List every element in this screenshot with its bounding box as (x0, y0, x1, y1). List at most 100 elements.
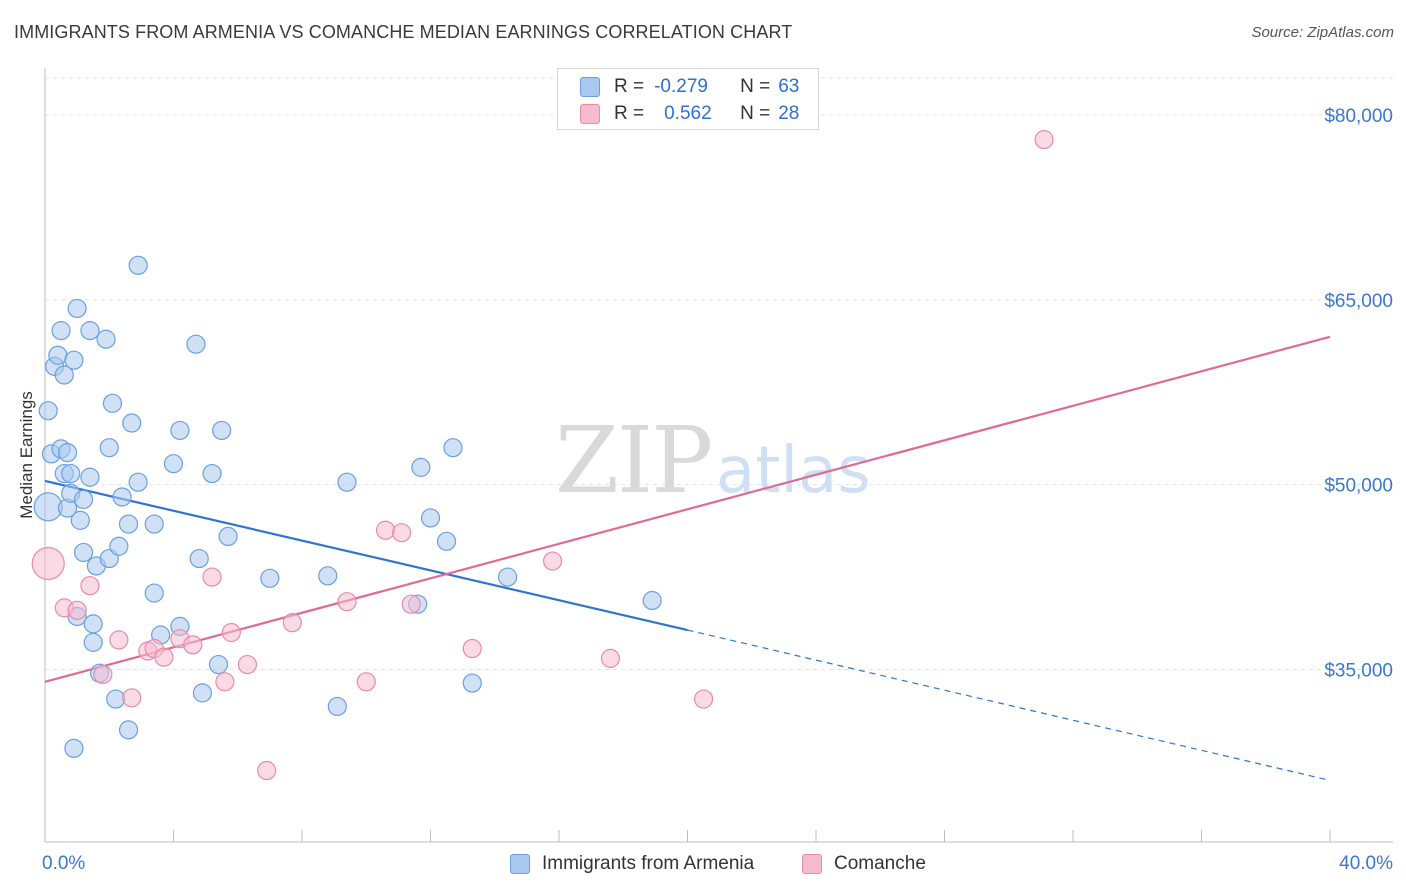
point-comanche (600, 648, 621, 668)
point-armenia (128, 472, 148, 492)
point-comanche (237, 654, 257, 675)
point-armenia (73, 542, 94, 563)
point-armenia (498, 567, 518, 587)
point-armenia (80, 321, 100, 341)
point-armenia (202, 463, 222, 484)
point-comanche (221, 622, 241, 643)
point-armenia (170, 420, 190, 441)
point-comanche (375, 520, 396, 540)
point-armenia (38, 401, 58, 421)
point-comanche (183, 635, 203, 655)
chart-title: IMMIGRANTS FROM ARMENIA VS COMANCHE MEDI… (14, 22, 793, 42)
legend-n-label: N = (740, 103, 771, 124)
bottom-legend-label-comanche: Comanche (834, 853, 926, 874)
point-armenia (83, 632, 103, 652)
point-armenia (83, 614, 103, 634)
trend-line-armenia-extension (687, 629, 1331, 781)
bottom-legend-label-armenia: Immigrants from Armenia (542, 853, 755, 874)
trend-line-armenia (44, 479, 688, 632)
tick-labels: $35,000 $50,000 $65,000 $80,000 0.0% 40.0% (42, 106, 1393, 874)
y-tick-label: $80,000 (1324, 106, 1393, 127)
watermark-zip: ZIP (555, 407, 711, 514)
legend-swatch-comanche (580, 104, 600, 124)
point-armenia (411, 457, 431, 477)
legend-r-value: 0.562 (664, 103, 712, 124)
point-armenia (218, 526, 238, 547)
point-comanche (391, 523, 412, 543)
point-comanche (337, 592, 357, 612)
point-armenia (144, 583, 164, 603)
y-tick-label: $65,000 (1324, 291, 1393, 312)
bottom-legend-armenia: Immigrants from Armenia (510, 851, 754, 877)
point-armenia (337, 472, 357, 492)
point-armenia (99, 438, 119, 458)
point-comanche (122, 688, 142, 708)
point-armenia (118, 720, 139, 740)
point-comanche (154, 647, 174, 667)
point-armenia (64, 738, 84, 758)
point-armenia (260, 568, 280, 588)
bottom-legend-comanche: Comanche (802, 851, 926, 877)
point-armenia (102, 393, 123, 413)
point-armenia (186, 334, 206, 354)
legend-row-armenia: R = -0.279 N = 63 (580, 75, 799, 99)
point-armenia (189, 548, 209, 569)
point-comanche (356, 672, 376, 692)
bottom-legend-swatch-armenia (510, 854, 530, 874)
stats-legend: R = -0.279 N = 63 R = 0.562 N = 28 (557, 68, 819, 130)
point-armenia (61, 463, 81, 484)
point-armenia (48, 345, 68, 365)
point-armenia (128, 255, 148, 275)
point-armenia (642, 590, 662, 611)
y-axis-label: Median Earnings (17, 391, 36, 519)
point-armenia (64, 350, 84, 370)
x-tick-label: 40.0% (1339, 853, 1393, 874)
trend-lines (44, 335, 1331, 781)
point-comanche (67, 600, 87, 620)
point-armenia (106, 689, 126, 709)
point-armenia (163, 454, 184, 474)
point-armenia (443, 438, 463, 458)
point-comanche (109, 630, 129, 650)
point-comanche (257, 760, 277, 781)
point-comanche (462, 638, 482, 659)
point-armenia (327, 696, 347, 717)
point-armenia (462, 673, 482, 693)
point-comanche (215, 672, 235, 692)
point-armenia (118, 514, 139, 534)
point-armenia (436, 531, 457, 551)
point-armenia (212, 420, 232, 441)
point-comanche (31, 546, 65, 581)
bottom-legend-swatch-comanche (802, 854, 822, 874)
watermark-atlas: atlas (716, 434, 871, 508)
point-comanche (693, 689, 714, 709)
legend-n-label: N = (740, 76, 771, 97)
y-tick-label: $50,000 (1324, 476, 1393, 497)
point-armenia (420, 508, 441, 528)
point-armenia (51, 321, 71, 341)
watermark: ZIP atlas (555, 407, 871, 514)
y-tick-label: $35,000 (1324, 660, 1393, 681)
point-armenia (112, 487, 132, 507)
point-armenia (208, 654, 229, 675)
point-comanche (202, 567, 222, 587)
point-comanche (1034, 130, 1054, 150)
point-armenia (192, 683, 213, 703)
legend-r-value: -0.279 (654, 76, 708, 97)
point-comanche (80, 576, 100, 596)
point-armenia (67, 298, 87, 319)
point-armenia (73, 489, 94, 510)
legend-n-value: 63 (778, 76, 800, 97)
point-armenia (122, 413, 142, 433)
point-armenia (109, 536, 129, 556)
point-armenia (70, 510, 90, 530)
point-comanche (93, 664, 113, 685)
legend-r-label: R = (614, 76, 645, 97)
point-armenia (54, 365, 74, 385)
x-tick-label: 0.0% (42, 853, 85, 874)
point-armenia (96, 329, 116, 349)
trend-line-comanche (44, 335, 1331, 683)
point-comanche (542, 551, 563, 571)
point-armenia (57, 443, 78, 463)
